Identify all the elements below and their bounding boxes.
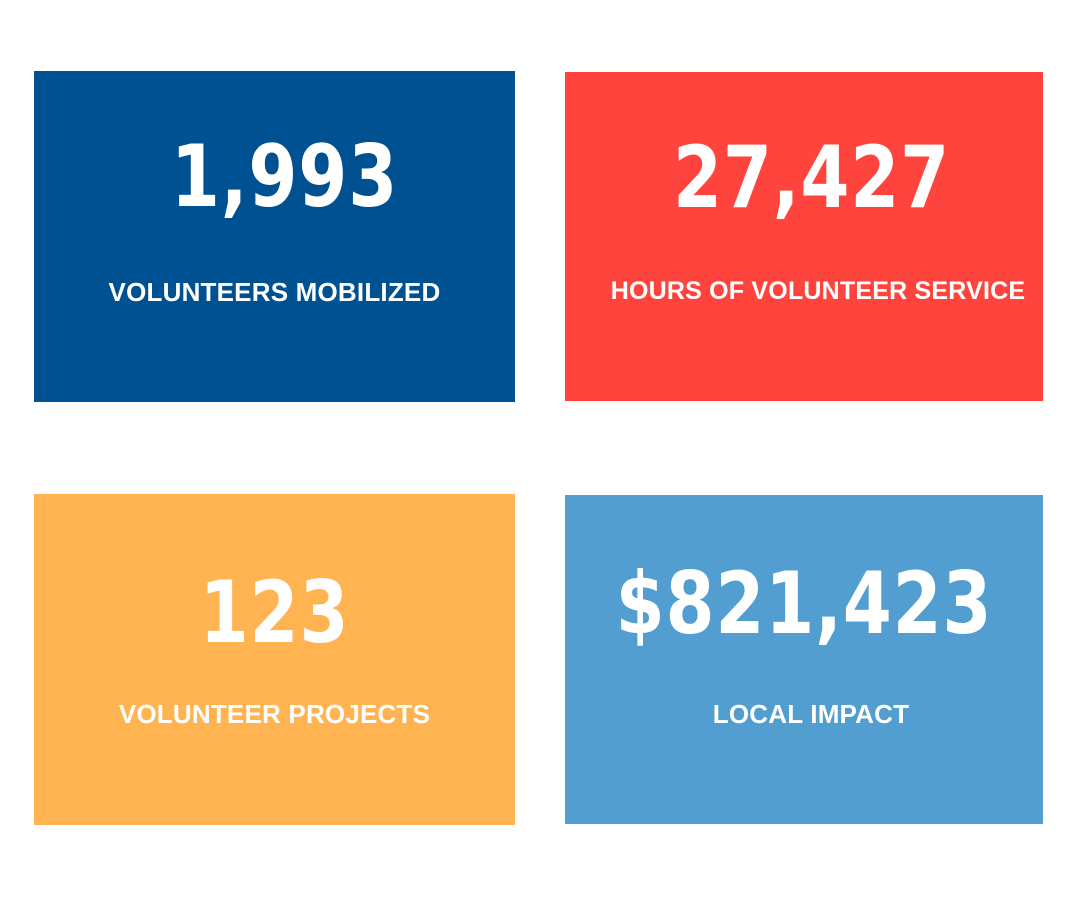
stat-label-hours: HOURS OF VOLUNTEER SERVICE	[610, 277, 1026, 305]
stat-card-projects: 123 VOLUNTEER PROJECTS	[34, 494, 515, 825]
stat-number-volunteers: 1,993	[170, 127, 399, 227]
stat-card-impact: $821,423 LOCAL IMPACT	[565, 495, 1043, 824]
stat-number-impact: $821,423	[615, 554, 993, 654]
stat-card-volunteers: 1,993 VOLUNTEERS MOBILIZED	[34, 71, 515, 402]
stat-card-hours: 27,427 HOURS OF VOLUNTEER SERVICE	[565, 72, 1043, 401]
stat-label-projects: VOLUNTEER PROJECTS	[118, 699, 431, 729]
stat-label-volunteers: VOLUNTEERS MOBILIZED	[108, 277, 441, 307]
stat-number-hours: 27,427	[672, 128, 951, 228]
stat-number-projects: 123	[199, 563, 350, 663]
stat-label-impact: LOCAL IMPACT	[712, 699, 910, 729]
